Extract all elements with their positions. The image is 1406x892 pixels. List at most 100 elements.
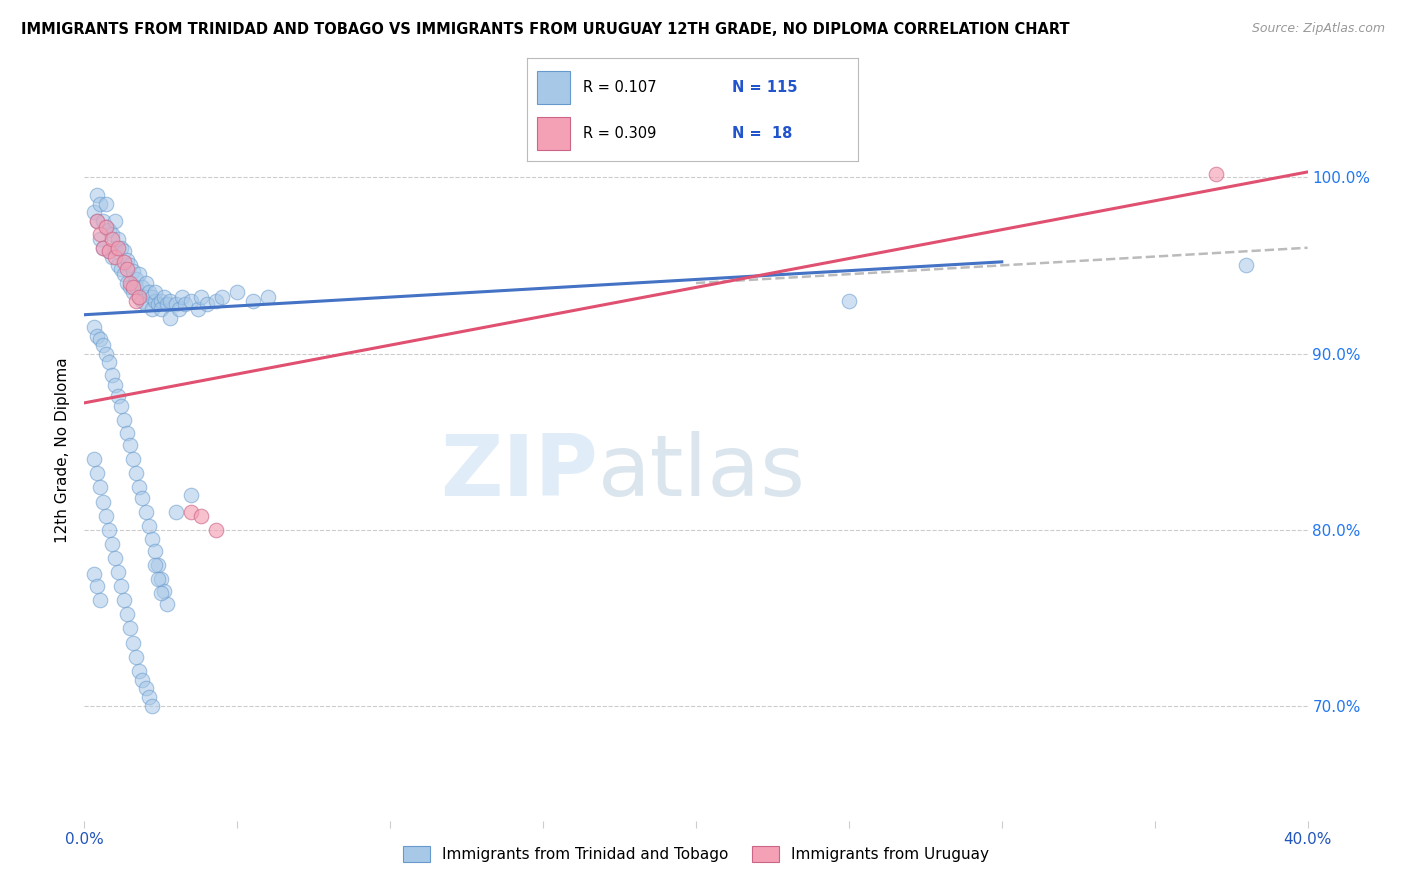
Point [838,293,860,308]
Point [89,593,111,607]
Point [94,196,117,211]
Point [97,244,120,259]
Point [135,505,157,519]
Point [107,259,129,273]
Point [205,293,228,308]
Point [89,227,111,241]
Point [165,297,187,311]
FancyBboxPatch shape [537,71,571,104]
Point [122,263,145,277]
Point [115,276,138,290]
Point [120,622,142,636]
Point [86,579,108,593]
Point [156,597,179,611]
Point [122,635,145,649]
Point [97,355,120,369]
Point [120,276,142,290]
Point [125,467,148,481]
Point [101,250,124,264]
Point [107,241,129,255]
Point [112,593,135,607]
Point [83,320,105,334]
Point [146,297,169,311]
Point [120,279,142,293]
Point [104,551,127,566]
Text: IMMIGRANTS FROM TRINIDAD AND TOBAGO VS IMMIGRANTS FROM URUGUAY 12TH GRADE, NO DI: IMMIGRANTS FROM TRINIDAD AND TOBAGO VS I… [21,22,1070,37]
Point [89,481,111,495]
Point [159,293,181,308]
Point [159,311,181,326]
Point [104,214,127,228]
Point [115,607,138,622]
Point [101,232,124,246]
Point [107,389,129,403]
Point [112,413,135,427]
Point [112,255,135,269]
Point [1236,259,1258,273]
Point [226,285,249,299]
Point [186,302,208,317]
Point [180,505,202,519]
Point [91,214,114,228]
Point [112,267,135,281]
Point [131,491,153,505]
Point [146,572,169,586]
FancyBboxPatch shape [537,118,571,150]
Point [131,279,153,293]
Point [156,297,179,311]
Y-axis label: 12th Grade, No Diploma: 12th Grade, No Diploma [55,358,70,543]
Point [141,302,163,317]
Point [149,302,172,317]
Point [138,690,160,705]
Point [143,285,166,299]
Point [120,438,142,452]
Point [110,579,132,593]
Point [104,250,127,264]
Legend: Immigrants from Trinidad and Tobago, Immigrants from Uruguay: Immigrants from Trinidad and Tobago, Imm… [396,840,995,869]
Point [125,293,148,308]
Point [174,297,197,311]
Point [86,467,108,481]
Point [141,532,163,546]
Point [91,241,114,255]
Point [205,523,228,537]
Point [104,241,127,255]
Point [86,329,108,343]
Point [167,302,190,317]
Point [97,244,120,259]
Point [135,276,157,290]
Point [195,297,218,311]
Point [83,452,105,467]
Text: R = 0.309: R = 0.309 [583,127,657,142]
Point [101,227,124,241]
Text: N =  18: N = 18 [733,127,793,142]
Point [128,290,150,304]
Point [125,272,148,286]
Point [257,290,280,304]
Point [153,290,176,304]
Point [86,214,108,228]
Point [131,293,153,308]
Point [94,219,117,234]
Point [165,505,187,519]
Point [153,584,176,599]
Point [115,425,138,440]
Point [128,481,150,495]
Point [107,565,129,579]
Point [138,519,160,533]
Point [122,279,145,293]
Point [135,681,157,696]
Point [94,508,117,523]
Point [1205,167,1227,181]
Point [107,232,129,246]
Point [149,586,172,600]
Point [110,400,132,414]
Text: R = 0.107: R = 0.107 [583,80,657,95]
Point [94,219,117,234]
Point [128,290,150,304]
Point [128,664,150,678]
Point [94,346,117,360]
Point [190,508,212,523]
Point [122,452,145,467]
Point [120,259,142,273]
